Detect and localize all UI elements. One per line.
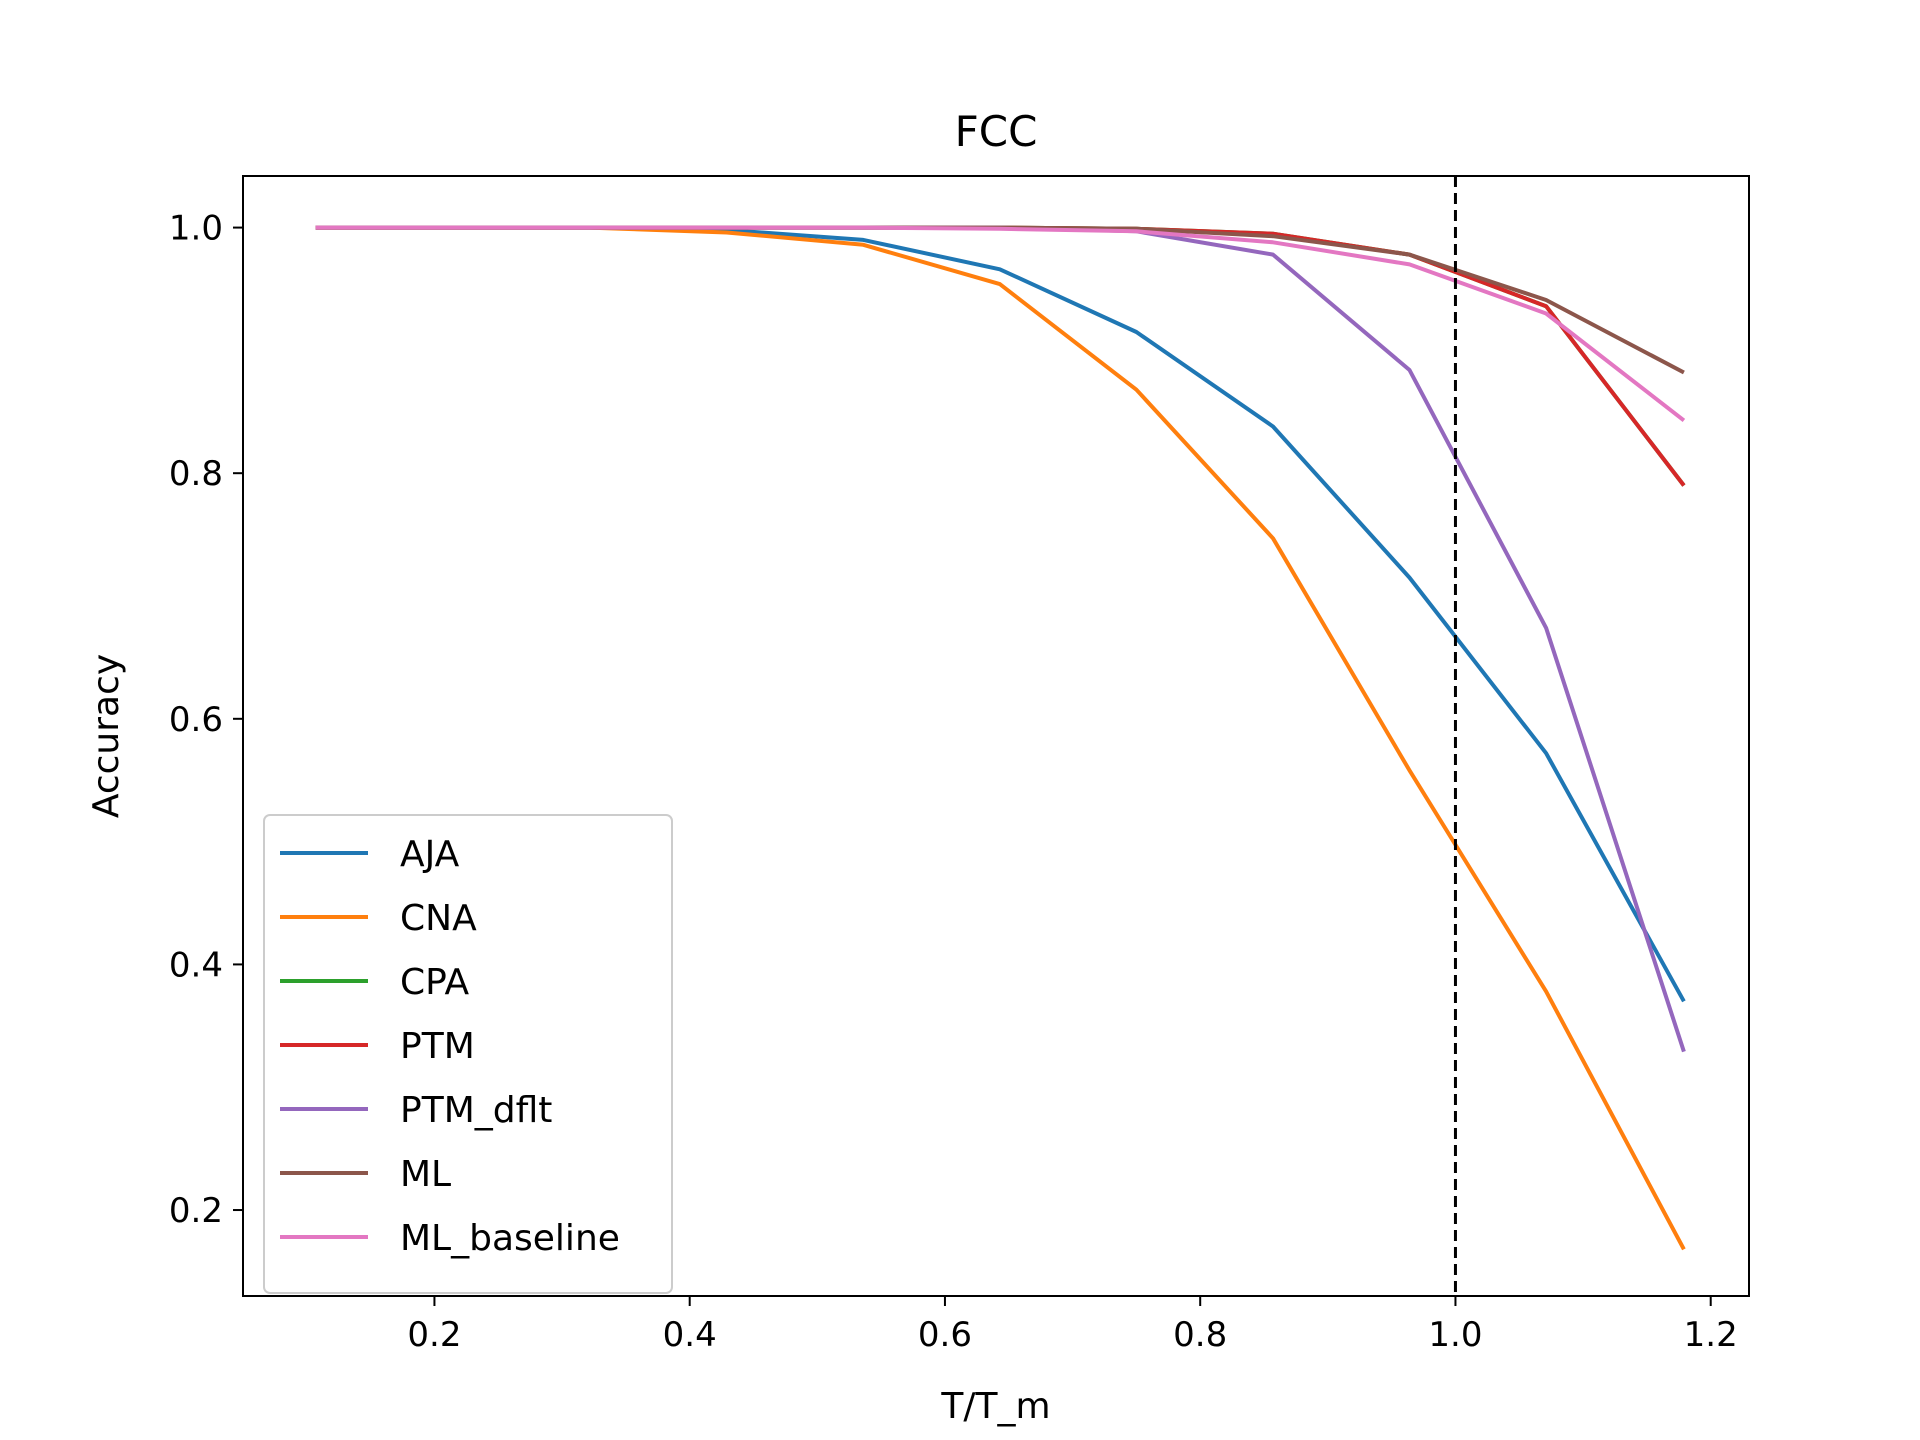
- legend-label: CNA: [400, 898, 477, 939]
- x-axis-label: T/T_m: [940, 1386, 1050, 1427]
- y-tick-label: 1.0: [169, 209, 223, 249]
- x-tick-label: 1.2: [1684, 1315, 1738, 1355]
- y-tick-label: 0.6: [169, 700, 223, 740]
- y-axis-ticks: 0.2 0.4 0.6 0.8 1.0: [169, 209, 243, 1231]
- x-tick-label: 0.8: [1173, 1315, 1227, 1355]
- y-tick-label: 0.4: [169, 945, 223, 985]
- x-axis-ticks: 0.2 0.4 0.6 0.8 1.0 1.2: [407, 1296, 1738, 1355]
- x-tick-label: 0.2: [407, 1315, 461, 1355]
- y-axis-label: Accuracy: [86, 654, 127, 818]
- x-tick-label: 0.4: [663, 1315, 717, 1355]
- plot-area-frame: [242, 175, 1750, 1297]
- legend-label: ML: [400, 1154, 451, 1195]
- y-tick-label: 0.8: [169, 454, 223, 494]
- chart-title: FCC: [955, 107, 1038, 156]
- x-tick-label: 0.6: [918, 1315, 972, 1355]
- legend: AJA CNA CPA PTM PTM_dflt ML ML_baseline: [263, 814, 673, 1294]
- legend-label: ML_baseline: [400, 1218, 620, 1259]
- legend-label: PTM: [400, 1026, 475, 1067]
- y-tick-label: 0.2: [169, 1191, 223, 1231]
- legend-label: PTM_dflt: [400, 1090, 552, 1131]
- legend-label: CPA: [400, 962, 470, 1003]
- x-tick-label: 1.0: [1428, 1315, 1482, 1355]
- legend-label: AJA: [400, 834, 460, 875]
